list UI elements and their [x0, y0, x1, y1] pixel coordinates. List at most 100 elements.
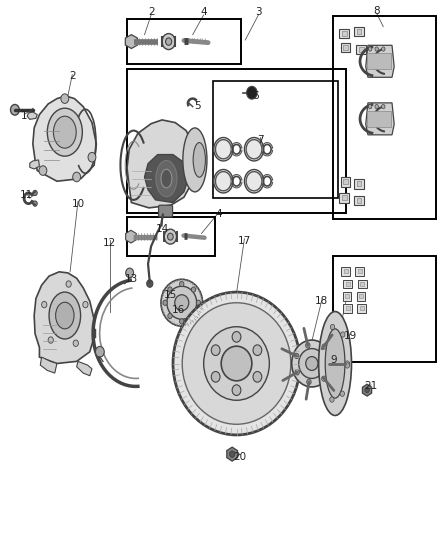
Ellipse shape: [244, 138, 264, 161]
Ellipse shape: [161, 169, 172, 188]
Circle shape: [368, 47, 372, 51]
Ellipse shape: [164, 229, 177, 244]
Ellipse shape: [53, 116, 76, 148]
Ellipse shape: [175, 295, 189, 311]
Circle shape: [253, 372, 262, 382]
Bar: [355, 267, 364, 276]
Text: 4: 4: [200, 7, 207, 17]
Bar: [357, 292, 365, 301]
Text: 19: 19: [344, 331, 357, 341]
Text: 15: 15: [163, 290, 177, 300]
Polygon shape: [77, 361, 92, 376]
Polygon shape: [33, 96, 96, 181]
Text: 8: 8: [373, 6, 380, 15]
Circle shape: [191, 313, 196, 319]
Circle shape: [381, 104, 385, 109]
Polygon shape: [227, 447, 237, 461]
Circle shape: [321, 376, 326, 381]
Bar: [127, 19, 241, 64]
Polygon shape: [34, 272, 94, 364]
Bar: [354, 27, 364, 36]
Ellipse shape: [182, 303, 291, 424]
Circle shape: [341, 332, 345, 337]
Circle shape: [307, 379, 311, 384]
Circle shape: [375, 47, 378, 51]
Bar: [357, 304, 366, 313]
Circle shape: [164, 289, 171, 297]
Circle shape: [322, 344, 326, 349]
Circle shape: [73, 340, 78, 346]
Bar: [341, 43, 350, 52]
Bar: [343, 292, 351, 301]
Bar: [342, 195, 347, 200]
Ellipse shape: [161, 279, 202, 326]
Ellipse shape: [49, 292, 81, 339]
Circle shape: [42, 301, 47, 308]
Bar: [341, 177, 350, 187]
Ellipse shape: [47, 108, 82, 156]
Text: 2: 2: [69, 71, 76, 80]
Circle shape: [232, 332, 241, 342]
Circle shape: [345, 363, 350, 368]
Bar: [127, 217, 215, 256]
Ellipse shape: [173, 292, 300, 435]
Circle shape: [330, 325, 335, 330]
Circle shape: [326, 361, 331, 366]
Polygon shape: [127, 120, 195, 208]
Bar: [346, 282, 350, 286]
Bar: [342, 31, 347, 36]
Bar: [127, 69, 346, 213]
Circle shape: [247, 86, 257, 99]
Polygon shape: [40, 357, 57, 373]
Ellipse shape: [56, 302, 74, 329]
Bar: [354, 196, 364, 205]
FancyBboxPatch shape: [159, 205, 173, 217]
Circle shape: [33, 190, 37, 196]
Ellipse shape: [214, 138, 233, 161]
Ellipse shape: [292, 340, 332, 387]
Text: 7: 7: [257, 135, 264, 145]
Bar: [341, 267, 350, 276]
Circle shape: [180, 281, 184, 287]
Circle shape: [61, 94, 69, 103]
Circle shape: [320, 346, 324, 351]
Circle shape: [66, 281, 71, 287]
Text: 11: 11: [20, 190, 33, 199]
Circle shape: [321, 375, 325, 380]
Bar: [358, 280, 367, 288]
Polygon shape: [163, 288, 172, 298]
Circle shape: [168, 313, 172, 319]
Circle shape: [211, 345, 220, 356]
Circle shape: [368, 104, 372, 109]
Bar: [333, 256, 436, 362]
Circle shape: [95, 346, 104, 357]
Circle shape: [330, 397, 334, 402]
Circle shape: [211, 372, 220, 382]
Circle shape: [191, 287, 196, 292]
Text: 3: 3: [255, 7, 262, 17]
Text: 6: 6: [252, 91, 259, 101]
Ellipse shape: [221, 346, 252, 381]
Bar: [213, 81, 338, 198]
Bar: [343, 304, 352, 313]
Text: 21: 21: [364, 382, 378, 391]
Bar: [357, 29, 361, 34]
Ellipse shape: [244, 169, 264, 193]
Bar: [360, 306, 364, 310]
Circle shape: [11, 104, 19, 115]
Text: 16: 16: [172, 305, 185, 315]
Ellipse shape: [156, 160, 177, 197]
Bar: [360, 282, 364, 286]
Circle shape: [147, 280, 153, 287]
Circle shape: [83, 301, 88, 308]
Circle shape: [365, 387, 369, 393]
Bar: [343, 45, 348, 50]
Text: 1: 1: [21, 111, 28, 121]
Text: 18: 18: [315, 296, 328, 306]
Circle shape: [375, 104, 378, 109]
Polygon shape: [366, 103, 394, 135]
Polygon shape: [30, 160, 39, 169]
Text: 2: 2: [148, 7, 155, 17]
Polygon shape: [145, 155, 188, 203]
Text: 20: 20: [233, 452, 247, 462]
